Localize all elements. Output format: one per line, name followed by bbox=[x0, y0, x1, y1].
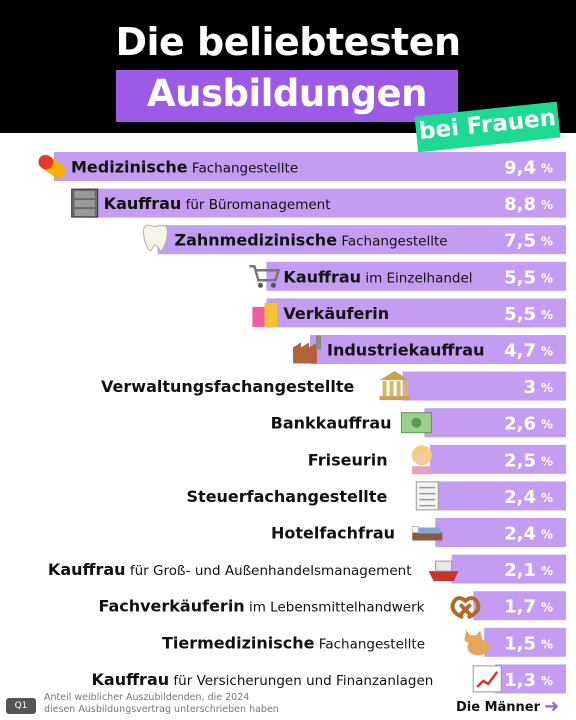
source-badge: Q1 bbox=[6, 698, 36, 714]
value-label-3: 5,5 bbox=[504, 267, 536, 288]
category-label-9: Steuerfachangestellte bbox=[187, 487, 388, 506]
value-label-12: 1,7 bbox=[504, 597, 536, 618]
category-label-5: Industriekauffrau bbox=[327, 341, 484, 360]
title-highlight-box bbox=[116, 70, 458, 122]
unit-label-5: % bbox=[541, 345, 553, 359]
shopping-cart-icon bbox=[249, 265, 281, 288]
category-label-0: Medizinische Fachangestellte bbox=[71, 158, 298, 177]
hairdresser-icon bbox=[411, 445, 432, 475]
unit-label-14: % bbox=[541, 674, 553, 688]
value-label-1: 8,8 bbox=[504, 194, 536, 215]
category-label-6: Verwaltungsfachangestellte bbox=[101, 377, 354, 396]
unit-label-3: % bbox=[541, 271, 553, 285]
arrow-right-icon[interactable]: ➜ bbox=[544, 696, 560, 717]
receipt-icon bbox=[415, 481, 439, 511]
category-label-7: Bankkauffrau bbox=[271, 414, 392, 433]
banknote-icon bbox=[400, 412, 432, 434]
bar-4 bbox=[266, 298, 566, 328]
value-label-13: 1,5 bbox=[504, 633, 536, 654]
value-label-10: 2,4 bbox=[504, 524, 536, 545]
unit-label-4: % bbox=[541, 308, 553, 322]
unit-label-6: % bbox=[541, 381, 553, 395]
category-label-2: Zahnmedizinische Fachangestellte bbox=[174, 231, 447, 250]
chart-increasing-icon bbox=[472, 665, 502, 693]
bar-9 bbox=[435, 481, 566, 511]
value-label-4: 5,5 bbox=[504, 304, 536, 325]
category-label-3: Kauffrau im Einzelhandel bbox=[283, 267, 472, 286]
bar-12 bbox=[473, 591, 566, 621]
cat-icon bbox=[464, 630, 490, 656]
unit-label-2: % bbox=[541, 235, 553, 249]
bar-13 bbox=[484, 627, 566, 657]
bar-2 bbox=[157, 225, 566, 255]
page-title-line2: Ausbildungen bbox=[147, 72, 427, 115]
bar-0 bbox=[54, 152, 566, 181]
category-label-13: Tiermedizinische Fachangestellte bbox=[162, 633, 425, 652]
bed-icon bbox=[411, 526, 443, 541]
bar-6 bbox=[402, 371, 566, 401]
category-label-8: Friseurin bbox=[308, 450, 388, 469]
unit-label-13: % bbox=[541, 637, 553, 651]
footnote-line1: Anteil weiblicher Auszubildenden, die 20… bbox=[44, 692, 250, 703]
ship-icon bbox=[428, 560, 459, 582]
footnote: Anteil weiblicher Auszubildenden, die 20… bbox=[44, 692, 344, 716]
value-label-9: 2,4 bbox=[504, 487, 536, 508]
value-label-8: 2,5 bbox=[504, 450, 536, 471]
next-page-link[interactable]: Die Männer bbox=[456, 700, 541, 715]
category-label-12: Fachverkäuferin im Lebensmittelhandwerk bbox=[98, 597, 424, 616]
bar-7 bbox=[424, 408, 566, 438]
pill-icon bbox=[38, 154, 66, 179]
file-cabinet-icon bbox=[71, 188, 99, 218]
category-label-4: Verkäuferin bbox=[283, 304, 389, 323]
classical-building-icon bbox=[379, 371, 410, 401]
value-label-6: 3 bbox=[523, 377, 536, 398]
unit-label-11: % bbox=[541, 564, 553, 578]
bar-1 bbox=[86, 188, 567, 218]
bar-10 bbox=[435, 518, 566, 547]
category-label-11: Kauffrau für Groß- und Außenhandelsmanag… bbox=[48, 560, 412, 579]
unit-label-7: % bbox=[541, 418, 553, 432]
unit-label-10: % bbox=[541, 528, 553, 542]
bar-8 bbox=[429, 444, 566, 474]
unit-label-12: % bbox=[541, 601, 553, 615]
unit-label-9: % bbox=[541, 491, 553, 505]
value-label-11: 2,1 bbox=[504, 560, 536, 581]
value-label-5: 4,7 bbox=[504, 341, 536, 362]
unit-label-0: % bbox=[541, 162, 553, 176]
category-label-10: Hotelfachfrau bbox=[271, 524, 395, 543]
pretzel-icon bbox=[450, 596, 481, 619]
bar-3 bbox=[266, 261, 566, 291]
unit-label-1: % bbox=[541, 198, 553, 212]
bar-5 bbox=[310, 335, 566, 364]
bar-11 bbox=[451, 554, 566, 584]
footnote-line2: diesen Ausbildungsvertrag unterschrieben… bbox=[44, 704, 279, 715]
value-label-2: 7,5 bbox=[504, 231, 536, 252]
value-label-0: 9,4 bbox=[504, 158, 536, 179]
page-title-line1: Die beliebtesten bbox=[115, 20, 461, 64]
bar-14 bbox=[495, 664, 566, 694]
category-label-14: Kauffrau für Versicherungen und Finanzan… bbox=[92, 670, 434, 689]
value-label-7: 2,6 bbox=[504, 414, 536, 435]
value-label-14: 1,3 bbox=[504, 670, 536, 691]
unit-label-8: % bbox=[541, 454, 553, 468]
tooth-icon bbox=[142, 224, 168, 252]
shopping-bags-icon bbox=[252, 302, 278, 327]
factory-icon bbox=[293, 335, 321, 364]
category-label-1: Kauffrau für Büromanagement bbox=[104, 194, 331, 213]
